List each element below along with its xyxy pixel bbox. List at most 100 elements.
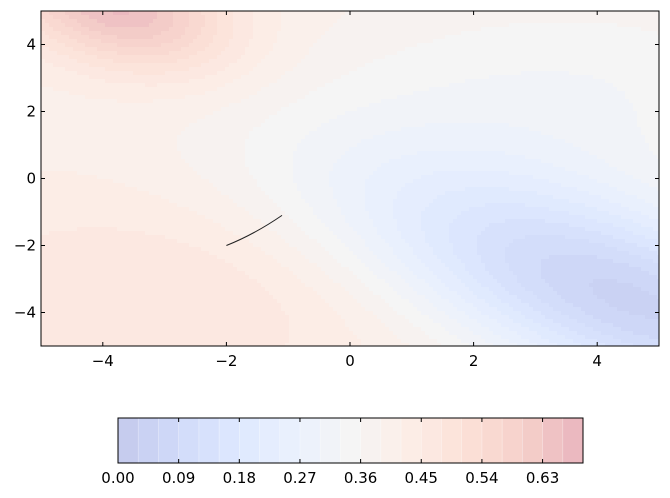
contour-cell — [145, 251, 150, 256]
contour-cell — [237, 307, 242, 312]
contour-cell — [229, 183, 234, 188]
contour-cell — [245, 259, 250, 264]
contour-cell — [53, 123, 58, 128]
contour-cell — [129, 47, 134, 52]
contour-cell — [77, 299, 82, 304]
contour-cell — [109, 331, 114, 336]
contour-cell — [257, 23, 262, 28]
contour-cell — [105, 227, 110, 232]
contour-cell — [89, 127, 94, 132]
contour-cell — [253, 307, 258, 312]
contour-cell — [49, 323, 54, 328]
contour-cell — [233, 131, 238, 136]
contour-cell — [113, 167, 118, 172]
contour-cell — [273, 291, 278, 296]
contour-cell — [189, 31, 194, 36]
contour-cell — [101, 107, 106, 112]
contour-cell — [65, 343, 70, 346]
contour-cell — [53, 199, 58, 204]
contour-cell — [161, 163, 166, 168]
contour-cell — [169, 27, 174, 32]
contour-cell — [193, 255, 198, 260]
contour-cell — [85, 47, 90, 52]
contour-cell — [53, 259, 58, 264]
contour-cell — [73, 47, 78, 52]
contour-cell — [269, 215, 274, 220]
contour-cell — [157, 63, 162, 68]
contour-cell — [189, 223, 194, 228]
contour-cell — [233, 103, 238, 108]
contour-cell — [217, 283, 222, 288]
contour-cell — [141, 287, 146, 292]
contour-cell — [221, 287, 226, 292]
contour-cell — [249, 251, 254, 256]
contour-cell — [145, 111, 150, 116]
contour-cell — [97, 31, 102, 36]
contour-cell — [225, 55, 230, 60]
contour-cell — [265, 39, 270, 44]
contour-cell — [213, 151, 218, 156]
contour-cell — [121, 331, 126, 336]
contour-cell — [185, 239, 190, 244]
contour-cell — [53, 219, 58, 224]
contour-cell — [201, 51, 206, 56]
contour-cell — [177, 15, 182, 20]
contour-cell — [73, 139, 78, 144]
contour-cell — [117, 95, 122, 100]
contour-cell — [173, 27, 178, 32]
contour-cell — [129, 175, 134, 180]
contour-cell — [217, 151, 222, 156]
contour-cell — [121, 79, 126, 84]
contour-cell — [77, 319, 82, 324]
contour-cell — [213, 143, 218, 148]
contour-cell — [193, 203, 198, 208]
contour-cell — [193, 135, 198, 140]
contour-cell — [253, 27, 258, 32]
contour-cell — [81, 191, 86, 196]
contour-cell — [109, 67, 114, 72]
contour-cell — [273, 203, 278, 208]
contour-cell — [237, 231, 242, 236]
contour-cell — [209, 195, 214, 200]
contour-cell — [205, 311, 210, 316]
contour-cell — [45, 55, 50, 60]
contour-cell — [229, 303, 234, 308]
contour-cell — [253, 191, 258, 196]
contour-cell — [273, 67, 278, 72]
contour-cell — [177, 35, 182, 40]
contour-cell — [129, 199, 134, 204]
contour-cell — [45, 223, 50, 228]
contour-cell — [197, 59, 202, 64]
contour-cell — [137, 151, 142, 156]
contour-cell — [153, 83, 158, 88]
contour-cell — [229, 295, 234, 300]
contour-cell — [249, 127, 254, 132]
contour-cell — [85, 131, 90, 136]
contour-cell — [145, 195, 150, 200]
contour-cell — [201, 239, 206, 244]
contour-cell — [85, 103, 90, 108]
contour-cell — [85, 171, 90, 176]
contour-cell — [85, 23, 90, 28]
contour-cell — [241, 335, 246, 340]
contour-cell — [65, 299, 70, 304]
contour-cell — [233, 323, 238, 328]
contour-cell — [109, 139, 114, 144]
contour-cell — [149, 211, 154, 216]
contour-cell — [157, 79, 162, 84]
contour-cell — [69, 239, 74, 244]
contour-cell — [89, 207, 94, 212]
contour-cell — [245, 207, 250, 212]
contour-cell — [249, 231, 254, 236]
contour-cell — [85, 339, 90, 344]
contour-cell — [145, 263, 150, 268]
contour-cell — [49, 19, 54, 24]
contour-cell — [181, 131, 186, 136]
contour-cell — [257, 207, 262, 212]
contour-cell — [213, 179, 218, 184]
contour-cell — [109, 259, 114, 264]
contour-cell — [169, 59, 174, 64]
contour-cell — [197, 155, 202, 160]
contour-cell — [245, 123, 250, 128]
contour-cell — [149, 255, 154, 260]
